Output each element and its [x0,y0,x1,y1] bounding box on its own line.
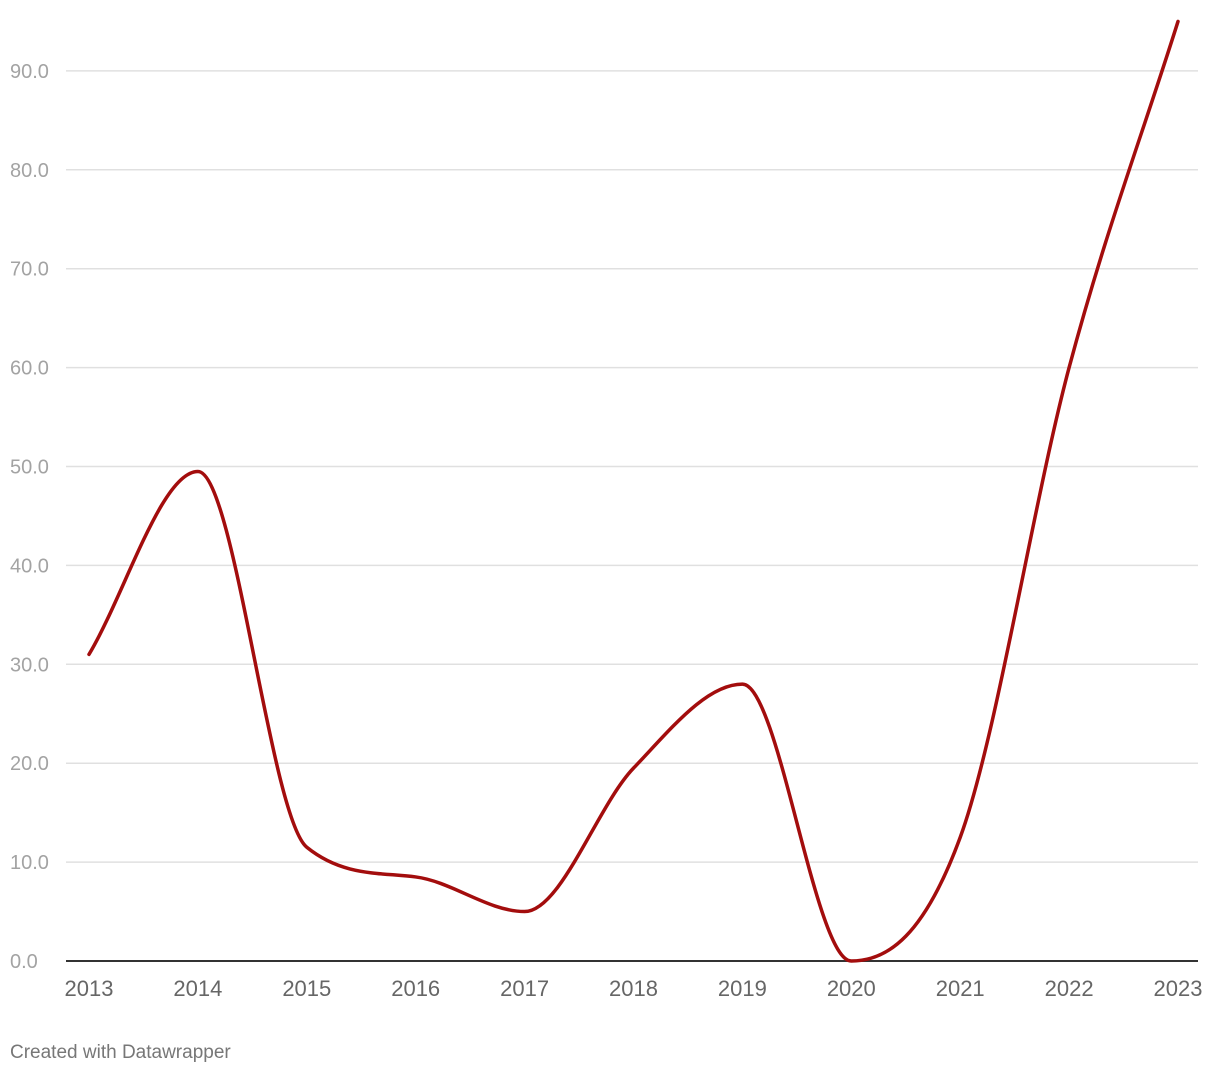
x-tick-label: 2021 [936,976,985,1001]
x-tick-label: 2020 [827,976,876,1001]
y-tick-label: 30.0 [10,654,49,676]
x-tick-label: 2019 [718,976,767,1001]
x-tick-label: 2023 [1154,976,1203,1001]
x-tick-label: 2015 [282,976,331,1001]
x-tick-label: 2016 [391,976,440,1001]
x-tick-label: 2018 [609,976,658,1001]
y-tick-label: 70.0 [10,259,49,281]
y-tick-label: 80.0 [10,160,49,182]
y-tick-label: 10.0 [10,852,49,874]
x-tick-label: 2013 [65,976,114,1001]
line-chart: 0.010.020.030.040.050.060.070.080.090.0 … [10,19,1203,1001]
x-tick-label: 2017 [500,976,549,1001]
x-tick-label: 2014 [173,976,222,1001]
y-tick-label: 40.0 [10,555,49,577]
y-tick-label: 50.0 [10,457,49,479]
x-tick-label: 2022 [1045,976,1094,1001]
y-tick-label: 60.0 [10,358,49,380]
series-line [87,19,1180,963]
credit-text: Created with Datawrapper [10,1042,231,1063]
y-tick-label: 20.0 [10,753,49,775]
y-tick-label: 0.0 [10,951,38,973]
y-tick-label: 90.0 [10,61,49,83]
